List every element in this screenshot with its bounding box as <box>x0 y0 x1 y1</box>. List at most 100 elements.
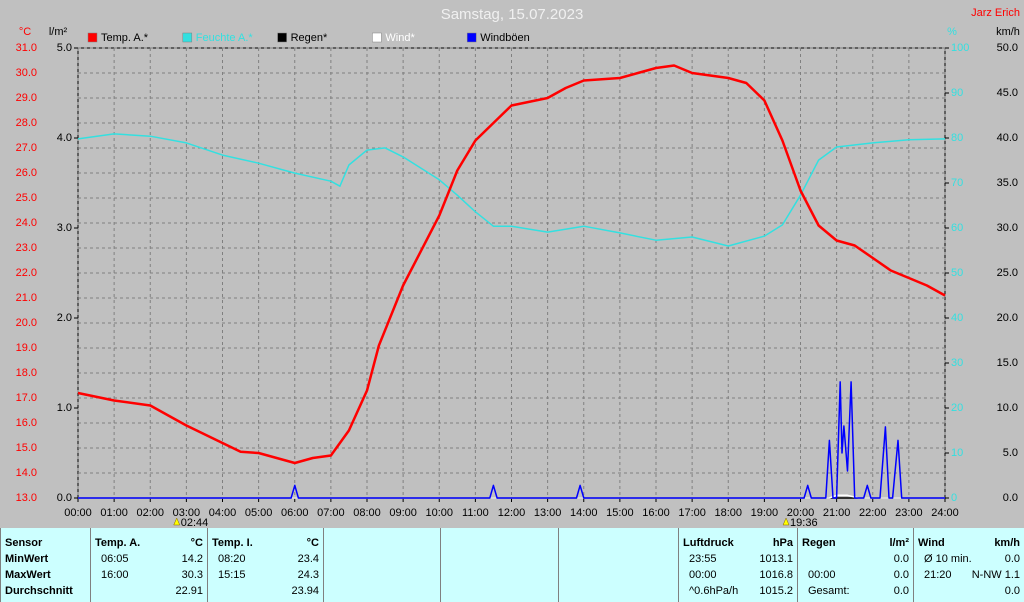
row-value: 30.3 <box>181 569 203 581</box>
row-time: 06:05 <box>101 553 129 565</box>
y-tick-label: 40.0 <box>997 132 1018 144</box>
y-tick-label: 10.0 <box>997 402 1018 414</box>
table-row: 15:15 24.3 <box>212 567 319 583</box>
row-time: Gesamt: <box>808 585 850 597</box>
row-time: 08:20 <box>218 553 246 565</box>
x-tick-label: 19:00 <box>751 507 779 519</box>
chart-title: Samstag, 15.07.2023 <box>441 6 584 23</box>
y-tick-label: 0.0 <box>57 492 72 504</box>
table-row: MaxWert <box>5 567 86 583</box>
x-tick-label: 02:00 <box>136 507 164 519</box>
table-row: 21:20 N-NW 1.1 <box>918 567 1020 583</box>
grid <box>77 47 946 499</box>
table-header: Temp. A. °C <box>95 535 203 551</box>
table-row: 0.0 <box>918 583 1020 599</box>
y-tick-label: 31.0 <box>16 42 37 54</box>
y-tick-label: 5.0 <box>57 42 72 54</box>
y-tick-label: 14.0 <box>16 467 37 479</box>
header-label: Temp. A. <box>95 537 141 549</box>
series-line <box>77 64 946 465</box>
table-row: 23.94 <box>212 583 319 599</box>
summary-table: Sensor MinWert MaxWert Durchschnitt Temp. A.… <box>0 528 1024 602</box>
y-tick-label: 0 <box>951 492 957 504</box>
author: Jarz Erich <box>971 7 1020 19</box>
y-tick-label: 20.0 <box>997 312 1018 324</box>
table-header: Luftdruck hPa <box>683 535 793 551</box>
x-tick-label: 00:00 <box>64 507 92 519</box>
y-tick-label: 100 <box>951 42 969 54</box>
row-time <box>802 551 808 567</box>
header-label: Sensor <box>5 537 43 549</box>
table-row: Ø 10 min. 0.0 <box>918 551 1020 567</box>
x-tick-label: 20:00 <box>787 507 815 519</box>
y-tick-label: 20.0 <box>16 317 37 329</box>
table-column: Temp. I. °C 08:20 23.4 15:15 24.3 23.94 <box>207 528 323 602</box>
annotation-label: 19:36 <box>790 517 818 528</box>
sun-marker <box>782 517 790 526</box>
x-tick-label: 15:00 <box>606 507 634 519</box>
row-value: 0.0 <box>893 585 909 597</box>
series-line <box>78 381 945 499</box>
row-time: 21:20 <box>924 569 952 581</box>
row-value: 1013.1 <box>759 553 793 565</box>
row-value: 0.0 <box>1004 585 1020 597</box>
x-tick-label: 24:00 <box>931 507 959 519</box>
x-tick-label: 01:00 <box>100 507 128 519</box>
y-tick-label: 15.0 <box>997 357 1018 369</box>
y-tick-label: 90 <box>951 87 963 99</box>
row-time: 00:00 <box>689 569 717 581</box>
table-header: Regen l/m² <box>802 535 909 551</box>
y-tick-label: 40 <box>951 312 963 324</box>
legend-swatch <box>277 32 287 43</box>
row-time: 23:55 <box>689 553 717 565</box>
row-time <box>95 583 101 599</box>
header-label: Wind <box>918 537 945 549</box>
axis-unit: °C <box>19 26 31 38</box>
row-value: 0.0 <box>893 569 909 581</box>
table-header: Temp. I. °C <box>212 535 319 551</box>
legend-label: Temp. A.* <box>101 32 149 44</box>
y-tick-label: 27.0 <box>16 142 37 154</box>
x-tick-label: 04:00 <box>209 507 237 519</box>
y-tick-label: 29.0 <box>16 92 37 104</box>
table-row: 0.0 <box>802 551 909 567</box>
y-tick-label: 26.0 <box>16 167 37 179</box>
x-tick-label: 23:00 <box>895 507 923 519</box>
y-tick-label: 24.0 <box>16 217 37 229</box>
x-tick-label: 13:00 <box>534 507 562 519</box>
row-value: 24.3 <box>297 569 319 581</box>
y-tick-label: 28.0 <box>16 117 37 129</box>
x-tick-label: 21:00 <box>823 507 851 519</box>
legend-label: Windböen <box>480 32 530 44</box>
y-tick-label: 1.0 <box>57 402 72 414</box>
y-tick-label: 25.0 <box>997 267 1018 279</box>
table-row: 00:00 1016.8 <box>683 567 793 583</box>
header-unit: km/h <box>994 537 1020 549</box>
header-unit: hPa <box>772 537 793 549</box>
table-column: Luftdruck hPa 23:55 1013.1 00:00 1016.8 ^0.6hP… <box>678 528 797 602</box>
sun-marker <box>173 517 181 526</box>
axis-unit: l/m² <box>49 26 68 38</box>
row-value: 14.2 <box>181 553 203 565</box>
x-tick-label: 06:00 <box>281 507 309 519</box>
y-tick-label: 5.0 <box>1003 447 1018 459</box>
y-tick-label: 10 <box>951 447 963 459</box>
row-time: ^0.6hPa/h <box>689 585 739 597</box>
header-unit: °C <box>190 537 203 549</box>
y-tick-label: 30 <box>951 357 963 369</box>
series-line <box>77 133 946 247</box>
legend-swatch <box>182 32 193 43</box>
x-tick-label: 22:00 <box>859 507 887 519</box>
legend-swatch <box>466 32 477 43</box>
x-tick-label: 10:00 <box>425 507 453 519</box>
x-tick-label: 14:00 <box>570 507 598 519</box>
header-label: Regen <box>802 537 836 549</box>
y-tick-label: 18.0 <box>16 367 37 379</box>
table-row: 23:55 1013.1 <box>683 551 793 567</box>
y-tick-label: 25.0 <box>16 192 37 204</box>
y-tick-label: 13.0 <box>16 492 37 504</box>
row-value: N-NW 1.1 <box>971 569 1020 581</box>
table-row: 00:00 0.0 <box>802 567 909 583</box>
x-tick-label: 03:00 <box>173 507 201 519</box>
